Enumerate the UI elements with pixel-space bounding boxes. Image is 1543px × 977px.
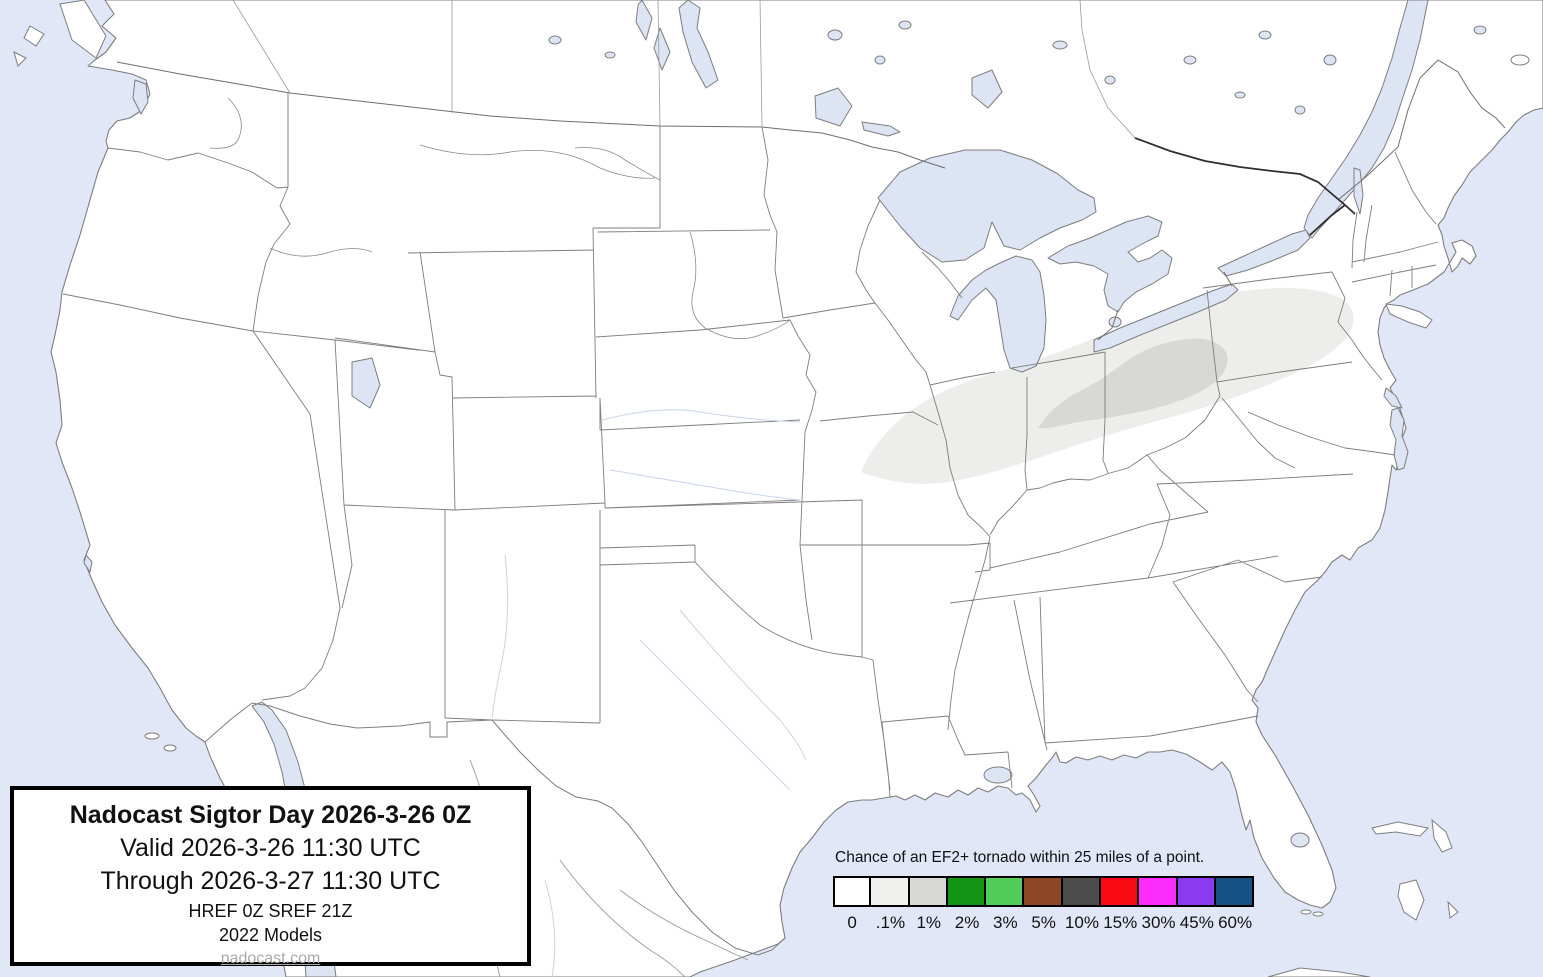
legend-label-0: 0	[847, 913, 857, 932]
legend-swatch-3pct	[986, 876, 1025, 907]
lake-erie	[1093, 283, 1239, 353]
great-salt-lake	[351, 357, 381, 409]
legend-label-5pct: 5%	[1031, 913, 1056, 932]
lake-champlain	[1353, 167, 1364, 215]
legend-swatch-60pct	[1215, 876, 1255, 907]
lake-manitoba	[653, 27, 671, 71]
legend-caption: Chance of an EF2+ tornado within 25 mile…	[835, 849, 1205, 866]
lake-nipigon	[971, 69, 1003, 109]
lake-ontario	[1217, 229, 1311, 277]
rainy-lake	[861, 121, 901, 137]
lake-winnipegosis	[635, 0, 653, 41]
through-time: Through 2026-3-27 11:30 UTC	[100, 867, 441, 895]
legend-swatch-5pct	[1024, 876, 1063, 907]
valid-time: Valid 2026-3-26 11:30 UTC	[120, 834, 421, 862]
islands	[13, 0, 1530, 977]
canada-border	[116, 0, 1506, 341]
lake-superior	[877, 149, 1097, 263]
legend-label-60pct: 60%	[1218, 913, 1253, 932]
legend-labels: 0 .1% 1% 2% 3% 5% 10% 15% 30% 45% 60%	[833, 913, 1273, 933]
legend-color-scale	[833, 876, 1273, 907]
legend-label-45pct: 45%	[1179, 913, 1214, 932]
legend-swatch-1pct	[871, 876, 910, 907]
legend-label-30pct: 30%	[1141, 913, 1176, 932]
lake-winnipeg	[678, 0, 719, 89]
nadocast-link[interactable]: nadocast.com	[220, 950, 321, 967]
legend-swatch-45pct	[1177, 876, 1216, 907]
lake-okeechobee	[1290, 832, 1310, 848]
legend-swatch-0	[833, 876, 872, 907]
lake-michigan	[949, 255, 1047, 373]
lake-huron	[1047, 215, 1173, 313]
rivers-blue	[491, 409, 807, 977]
legend-swatch-1pct	[909, 876, 948, 907]
canada-border-river-dark	[1134, 137, 1356, 236]
lake-pontchartrain	[983, 766, 1013, 784]
forecast-title: Nadocast Sigtor Day 2026-3-26 0Z	[69, 801, 472, 829]
legend-label-1pct: .1%	[875, 913, 906, 932]
us-mexico-border	[204, 702, 786, 956]
legend-label-3pct: 3%	[993, 913, 1018, 932]
legend-swatch-15pct	[1101, 876, 1140, 907]
legend-label-2pct: 2%	[954, 913, 980, 932]
model-runs: HREF 0Z SREF 21Z	[188, 901, 353, 921]
legend-swatch-2pct	[947, 876, 987, 907]
lake-st-clair	[1108, 316, 1122, 328]
sf-bay	[83, 554, 93, 573]
legend-label-15pct: 15%	[1103, 913, 1138, 932]
legend-label-1pct: 1%	[916, 913, 942, 932]
probability-legend: Chance of an EF2+ tornado within 25 mile…	[833, 849, 1273, 933]
model-year: 2022 Models	[218, 925, 323, 945]
legend-swatch-10pct	[1062, 876, 1102, 907]
puget-sound	[132, 79, 149, 115]
delaware-bay	[1383, 387, 1403, 409]
title-box: Nadocast Sigtor Day 2026-3-26 0Z Valid 2…	[10, 786, 531, 967]
probability-contour-1pct	[1038, 338, 1228, 429]
legend-label-10pct: 10%	[1064, 913, 1099, 932]
rivers-gray	[209, 97, 791, 340]
legend-swatch-30pct	[1139, 876, 1178, 907]
lake-of-the-woods	[814, 87, 853, 127]
state-borders	[62, 93, 1439, 798]
